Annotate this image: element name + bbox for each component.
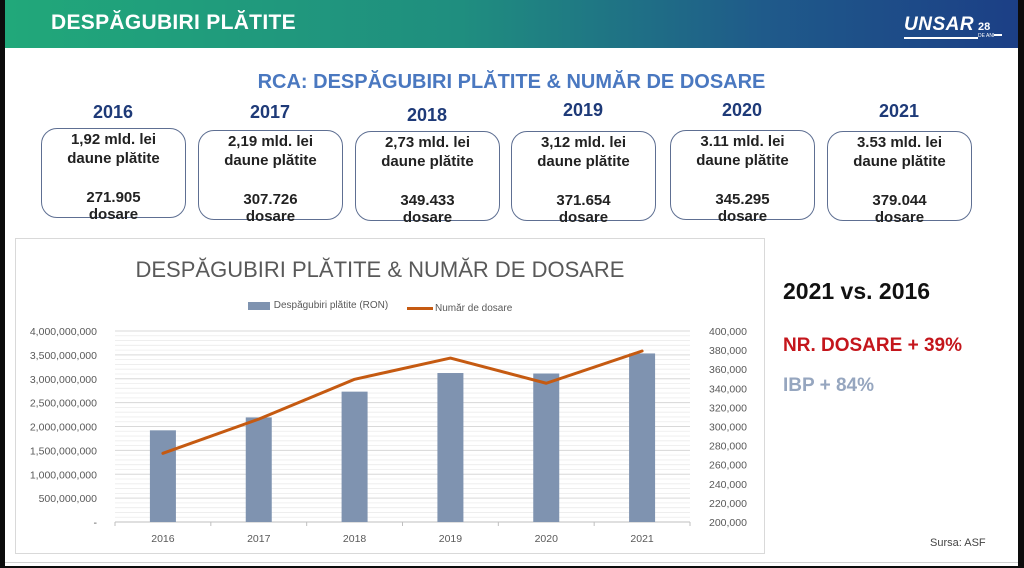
left-axis-tick: 2,000,000,000	[30, 422, 97, 434]
left-axis-tick: 1,000,000,000	[30, 469, 97, 481]
right-axis-tick: 260,000	[709, 460, 747, 472]
card-files: 379.044	[872, 192, 927, 209]
section-subtitle: RCA: DESPĂGUBIRI PLĂTITE & NUMĂR DE DOSA…	[257, 71, 766, 93]
card-amount: 3.11 mld. lei	[700, 133, 785, 150]
x-axis-label: 2018	[343, 533, 367, 545]
card-amount: 3.53 mld. lei	[856, 134, 943, 151]
card-year: 2020	[721, 100, 763, 120]
legend-label-line: Număr de dosare	[435, 302, 513, 314]
year-card: 2,73 mld. lei daune plătite 349.433 dosare	[355, 131, 500, 226]
legend-label-bars: Despăgubiri plătite (RON)	[273, 300, 389, 311]
card-files-label: dosare	[88, 206, 139, 223]
card-files: 349.433	[400, 192, 455, 209]
header-bar: DESPĂGUBIRI PLĂTITE UNSAR 28 DE ANI	[5, 0, 1018, 48]
card-files: 345.295	[715, 191, 770, 208]
card-amount: 3,12 mld. lei	[540, 134, 627, 151]
card-amount: 2,73 mld. lei	[384, 134, 471, 151]
card-year: 2018	[406, 105, 448, 125]
card-amount-label: daune plătite	[224, 152, 317, 169]
right-axis-tick: 380,000	[709, 345, 747, 357]
bar-2016	[149, 430, 176, 522]
right-axis-tick: 200,000	[709, 517, 747, 529]
card-files-label: dosare	[874, 209, 925, 226]
page-title: DESPĂGUBIRI PLĂTITE	[51, 11, 296, 34]
year-card: 3.53 mld. lei daune plătite 379.044 dosare	[827, 131, 972, 226]
logo-sub: DE ANI	[978, 33, 995, 39]
x-axis-label: 2016	[151, 533, 175, 545]
left-axis-tick: 3,000,000,000	[30, 374, 97, 386]
chart-title: DESPĂGUBIRI PLĂTITE & NUMĂR DE DOSARE	[135, 257, 625, 282]
card-amount-label: daune plătite	[537, 153, 630, 170]
right-axis-tick: 220,000	[709, 498, 747, 510]
chart-legend: Despăgubiri plătite (RON) Număr de dosar…	[5, 300, 755, 314]
bar-2019	[437, 373, 464, 522]
right-axis-tick: 280,000	[709, 441, 747, 453]
legend-swatch-bar	[247, 301, 270, 310]
card-files-label: dosare	[717, 208, 768, 225]
right-axis-tick: 360,000	[709, 364, 747, 376]
year-card: 1,92 mld. lei daune plătite 271.905 dosare	[41, 128, 186, 223]
card-year: 2016	[92, 102, 134, 122]
card-year: 2019	[562, 100, 604, 120]
card-amount-label: daune plătite	[696, 152, 789, 169]
comparison-title: 2021 vs. 2016	[783, 278, 931, 304]
x-axis-label: 2020	[535, 533, 559, 545]
unsar-logo: UNSAR 28 DE ANI	[898, 12, 1008, 42]
year-card: 3,12 mld. lei daune plătite 371.654 dosare	[511, 131, 656, 226]
bottom-divider	[5, 562, 1018, 563]
left-axis-tick: 1,500,000,000	[30, 445, 97, 457]
card-year: 2021	[878, 101, 920, 121]
left-axis-tick: 3,500,000,000	[30, 350, 97, 362]
logo-text: UNSAR	[904, 14, 975, 35]
line-numar-dosare	[161, 349, 644, 455]
right-axis-tick: 320,000	[709, 402, 747, 414]
right-axis-tick: 340,000	[709, 383, 747, 395]
legend-item-line: Număr de dosare	[407, 303, 512, 314]
legend-item-bars: Despăgubiri plătite (RON)	[247, 300, 389, 311]
x-axis-label: 2021	[630, 533, 654, 545]
year-card: 3.11 mld. lei daune plătite 345.295 dosare	[670, 130, 815, 225]
card-amount-label: daune plătite	[853, 153, 946, 170]
card-files-label: dosare	[558, 209, 609, 226]
right-axis-tick: 400,000	[709, 326, 747, 338]
card-amount-label: daune plătite	[67, 150, 160, 167]
right-axis-tick: 300,000	[709, 422, 747, 434]
x-axis-label: 2019	[439, 533, 463, 545]
logo-dash	[994, 34, 1002, 36]
left-axis-tick: -	[94, 517, 98, 529]
year-card: 2,19 mld. lei daune plătite 307.726 dosare	[198, 130, 343, 225]
slide: DESPĂGUBIRI PLĂTITE UNSAR 28 DE ANI RCA:…	[5, 0, 1018, 566]
card-files-label: dosare	[245, 208, 296, 225]
ibp-change: IBP + 84%	[783, 375, 875, 396]
card-files-label: dosare	[402, 209, 453, 226]
card-amount: 2,19 mld. lei	[227, 133, 314, 150]
bar-2020	[533, 373, 560, 522]
bar-2018	[341, 391, 368, 522]
right-axis-tick: 240,000	[709, 479, 747, 491]
logo-number: 28	[978, 21, 991, 33]
bar-2021	[629, 353, 656, 522]
card-files: 371.654	[556, 192, 611, 209]
left-axis-tick: 500,000,000	[39, 493, 98, 505]
bar-2017	[245, 417, 272, 522]
files-change: NR. DOSARE + 39%	[783, 335, 962, 356]
card-files: 271.905	[86, 189, 141, 206]
card-files: 307.726	[243, 191, 298, 208]
legend-swatch-line	[407, 306, 433, 310]
x-axis-label: 2017	[247, 533, 271, 545]
card-year: 2017	[249, 102, 291, 122]
combo-chart: - 500,000,000 1,000,000,000 1,500,000,000 2,…	[30, 326, 747, 545]
logo-underline	[904, 37, 978, 39]
left-axis-tick: 4,000,000,000	[30, 326, 97, 338]
card-amount: 1,92 mld. lei	[70, 131, 157, 148]
left-axis-tick: 2,500,000,000	[30, 398, 97, 410]
source-note: Sursa: ASF	[930, 537, 986, 549]
card-amount-label: daune plătite	[381, 153, 474, 170]
